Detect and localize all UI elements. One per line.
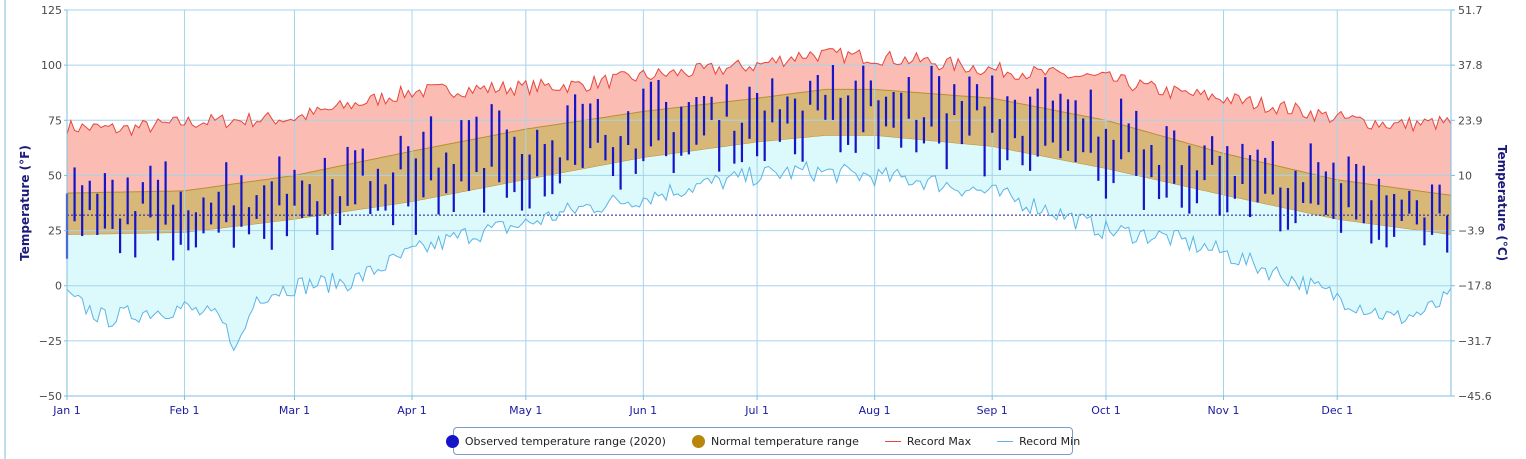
legend-normal-marker (691, 434, 705, 448)
y-tick-label-left: 100 (41, 59, 62, 72)
y-tick-label-left: 50 (48, 169, 62, 182)
legend-record-max-label: Record Max (906, 434, 972, 448)
y-tick-label-right: −45.6 (1458, 390, 1492, 403)
x-tick-label: Sep 1 (977, 404, 1008, 417)
x-tick-label: Jun 1 (629, 404, 658, 417)
record-max-band (67, 48, 1451, 196)
x-tick-label: Feb 1 (170, 404, 200, 417)
legend-item-record-max[interactable]: Record Max (884, 434, 972, 448)
chart-legend: Observed temperature range (2020) Normal… (445, 427, 1080, 455)
legend-record-min-label: Record Min (1019, 434, 1081, 448)
legend-normal-label: Normal temperature range (710, 434, 859, 448)
record-min-line (66, 160, 1452, 352)
observed-bars (65, 65, 1449, 261)
y-tick-label-right: −17.8 (1458, 280, 1492, 293)
y-axis-title-left: Temperature (°F) (18, 145, 32, 261)
x-tick-label: Aug 1 (859, 404, 891, 417)
y-tick-label-right: 37.8 (1458, 59, 1483, 72)
legend-item-observed[interactable]: Observed temperature range (2020) (445, 434, 666, 448)
x-tick-label: Jan 1 (52, 404, 80, 417)
y-tick-label-left: 0 (55, 280, 62, 293)
record-lines (66, 47, 1452, 352)
chart-bands (66, 48, 1452, 351)
y-tick-label-right: −3.9 (1458, 225, 1485, 238)
x-tick-label: Apr 1 (397, 404, 427, 417)
y-tick-label-right: 51.7 (1458, 4, 1483, 17)
legend-record-min-marker (997, 440, 1014, 442)
legend-observed-marker (445, 434, 459, 448)
record-max-line (66, 47, 1452, 137)
y-axis-title-right: Temperature (°C) (1495, 145, 1509, 261)
x-tick-label: Jul 1 (744, 404, 769, 417)
y-tick-label-right: 10 (1458, 169, 1472, 182)
y-tick-label-right: −31.7 (1458, 335, 1492, 348)
y-tick-label-left: −50 (39, 390, 62, 403)
x-tick-label: Dec 1 (1321, 404, 1353, 417)
legend-record-max-marker (884, 440, 901, 442)
y-tick-label-left: 125 (41, 4, 62, 17)
x-tick-label: Oct 1 (1091, 404, 1121, 417)
y-tick-label-left: 75 (48, 114, 62, 127)
legend-item-record-min[interactable]: Record Min (997, 435, 1080, 448)
y-tick-label-left: −25 (39, 335, 62, 348)
x-tick-label: May 1 (509, 404, 542, 417)
y-tick-label-left: 25 (48, 225, 62, 238)
legend-observed-label: Observed temperature range (2020) (464, 434, 666, 448)
chart-axes: 125 51.7 100 37.8 75 23.9 50 10 25 −3.9 0 −17.8 −25 −… (4, 0, 1492, 459)
x-tick-label: Mar 1 (279, 404, 310, 417)
x-tick-label: Nov 1 (1208, 404, 1240, 417)
y-tick-label-right: 23.9 (1458, 114, 1483, 127)
legend-item-normal[interactable]: Normal temperature range (691, 434, 859, 448)
